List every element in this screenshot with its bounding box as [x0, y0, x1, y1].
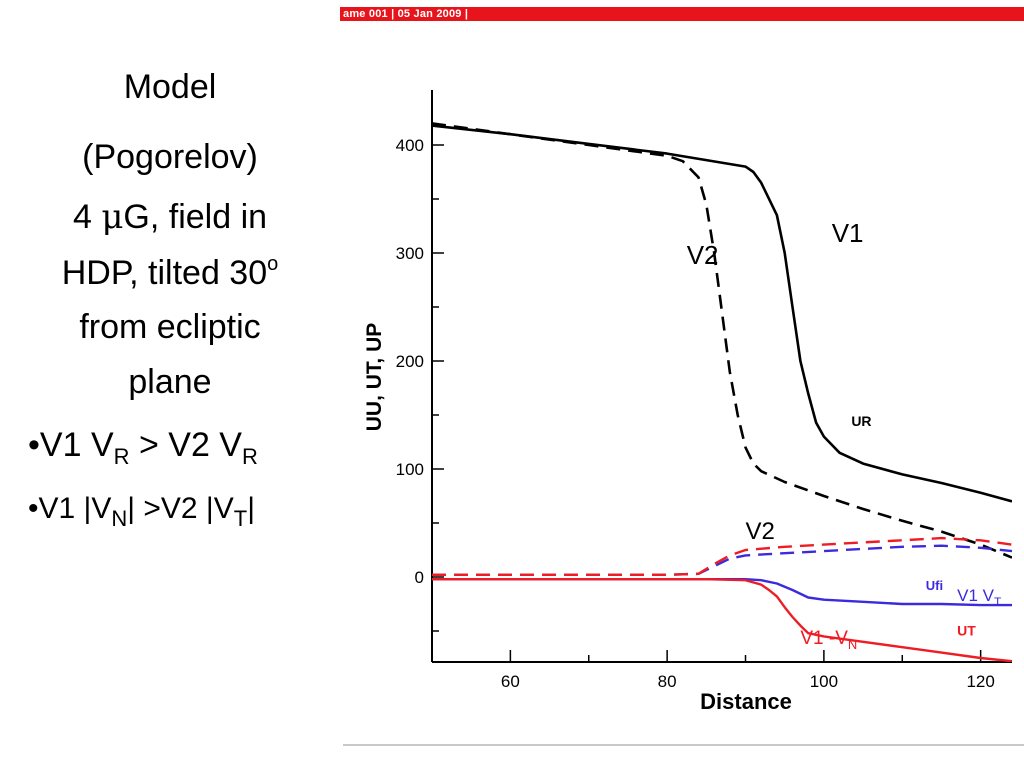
title-line-2: (Pogorelov): [82, 138, 258, 176]
degree-superscript: o: [267, 253, 279, 275]
y-tick-label: 200: [396, 352, 424, 371]
annotation-subscript: N: [848, 637, 857, 652]
bullet-dot: •: [28, 492, 39, 525]
annotation-v1v: V1 VT: [957, 586, 1002, 609]
bullet-vn-a: V1 |V: [38, 492, 112, 525]
field-line-1: 4 μG, field in: [0, 200, 340, 234]
title-line-1: Model: [123, 68, 217, 106]
y-tick-label: 300: [396, 244, 424, 263]
y-axis-label: UU, UT, UP: [363, 323, 386, 432]
x-tick-label: 80: [658, 672, 677, 691]
annotation-ur: UR: [851, 413, 871, 429]
annotation-v2: V2: [687, 240, 719, 270]
field-line-1-suffix: G, field in: [123, 198, 268, 236]
series-line-v2-ur: [432, 122, 1012, 559]
bullet-vn: •V1 |VN| >V2 |VT|: [28, 494, 255, 530]
annotation-ut: UT: [957, 622, 976, 638]
x-tick-label: 100: [810, 672, 838, 691]
bullet-vn-a-sub: N: [111, 506, 128, 531]
header-bar: [340, 7, 1024, 21]
annotation-ufi: Ufi: [926, 578, 943, 593]
bullet-vr: •V1 VR > V2 VR: [28, 428, 258, 468]
annotation-v1: V1: [832, 218, 864, 248]
header-text: ame 001 | 05 Jan 2009 |: [343, 8, 469, 20]
bullet-vn-c: |: [247, 492, 255, 525]
field-line-4: plane: [128, 363, 212, 401]
series-line-v1-ut: [432, 578, 1012, 662]
bullet-vr-b: > V2 V: [129, 426, 242, 464]
y-tick-label: 0: [415, 568, 424, 587]
x-axis-label: Distance: [700, 689, 792, 714]
x-tick-label: 60: [501, 672, 520, 691]
field-line-2-text: HDP, tilted 30: [61, 254, 268, 292]
y-tick-label: 400: [396, 136, 424, 155]
bottom-rule: [343, 744, 1024, 746]
bullet-dot: •: [28, 426, 40, 464]
plot-area: 0 100 200 300 400 60 80 100 120 Distance UU, UT, U…: [363, 90, 1012, 714]
bullet-vn-b: | >V2 |V: [127, 492, 234, 525]
annotation-subscript: T: [994, 595, 1002, 609]
bullet-vr-b-sub: R: [241, 444, 258, 469]
bullet-vn-b-sub: T: [233, 506, 248, 531]
field-line-3: from ecliptic: [79, 308, 261, 346]
y-tick-label: 100: [396, 460, 424, 479]
series-line-v1-ur: [432, 124, 1012, 503]
bullet-vr-a-sub: R: [113, 444, 130, 469]
field-line-2: HDP, tilted 30o: [0, 254, 340, 290]
bullet-vr-a: V1 V: [39, 426, 114, 464]
x-tick-label: 120: [966, 672, 994, 691]
series-group: [432, 122, 1012, 662]
annotation-v2: V2: [746, 518, 775, 545]
series-line-v2-red: [432, 536, 1012, 576]
annotation-v1v: V1 -VN: [800, 628, 857, 652]
mu-symbol: μ: [101, 197, 124, 237]
field-line-1-prefix: 4: [72, 198, 102, 236]
